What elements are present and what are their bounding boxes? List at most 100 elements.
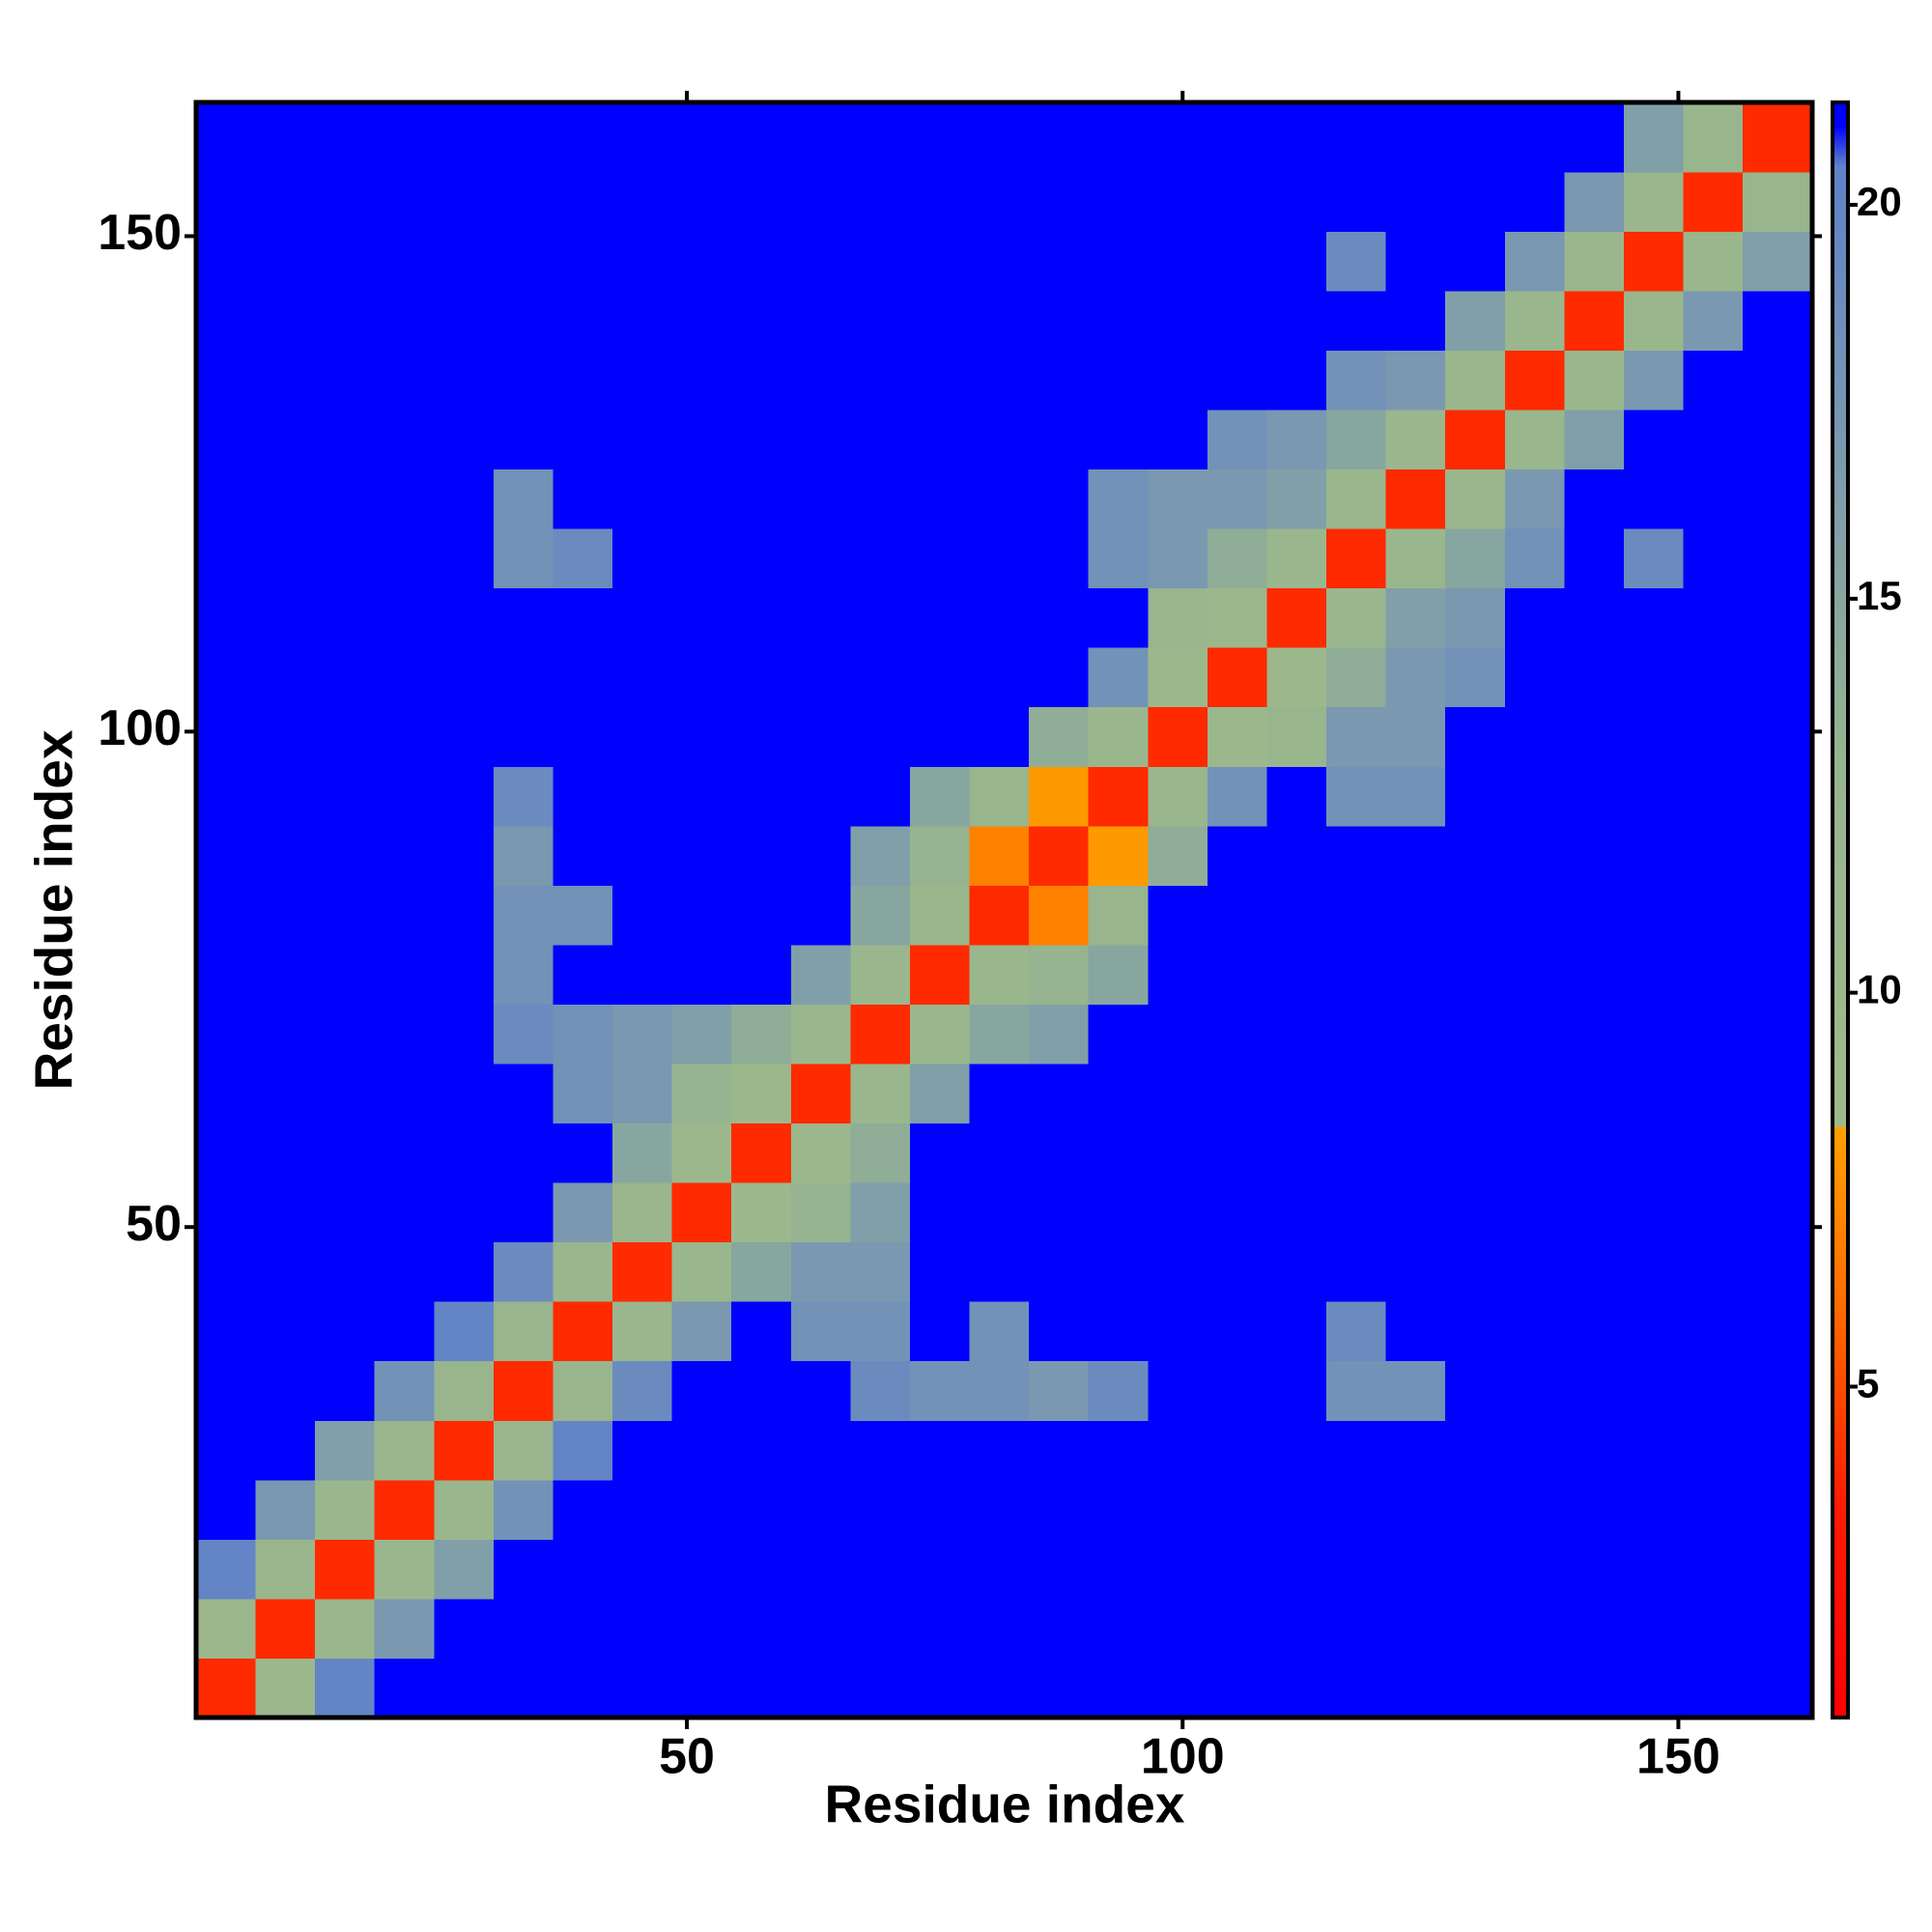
heatmap-cell — [196, 825, 257, 886]
heatmap-cell — [850, 587, 911, 648]
heatmap-cell — [255, 350, 316, 411]
heatmap-cell — [1564, 1658, 1625, 1719]
heatmap-cell — [671, 1004, 732, 1065]
heatmap-cell — [255, 587, 316, 648]
heatmap-cell — [1564, 409, 1625, 470]
heatmap-cell — [553, 587, 613, 648]
heatmap-cell — [493, 1182, 554, 1243]
heatmap-cell — [493, 1539, 554, 1600]
heatmap-cell — [553, 1539, 613, 1600]
heatmap-cell — [1088, 1301, 1149, 1362]
heatmap-cell — [1445, 1004, 1506, 1065]
heatmap-cell — [1326, 409, 1387, 470]
heatmap-cell — [1029, 587, 1090, 648]
heatmap-cell — [671, 885, 732, 946]
heatmap-cell — [1743, 825, 1813, 886]
heatmap-cell — [612, 944, 673, 1005]
heatmap-cell — [1564, 706, 1625, 767]
heatmap-cell — [1029, 825, 1090, 886]
heatmap-cell — [374, 409, 435, 470]
heatmap-cell — [909, 1182, 971, 1243]
heatmap-cell — [374, 706, 435, 767]
heatmap-cell — [1623, 885, 1685, 946]
heatmap-cell — [671, 825, 732, 886]
heatmap-cell — [1743, 469, 1813, 529]
heatmap-cell — [1564, 825, 1625, 886]
heatmap-cell — [1207, 1539, 1267, 1600]
heatmap-cell — [553, 1301, 613, 1362]
heatmap-cell — [1326, 231, 1387, 292]
heatmap-cell — [671, 1479, 732, 1540]
heatmap-cell — [255, 1360, 316, 1421]
heatmap-cell — [1623, 1479, 1685, 1540]
heatmap-cell — [790, 1063, 851, 1124]
heatmap-cell — [196, 1658, 257, 1719]
heatmap-cell — [1266, 1063, 1327, 1124]
heatmap-cell — [1743, 290, 1813, 351]
heatmap-cell — [196, 1004, 257, 1065]
heatmap-cell — [255, 1420, 316, 1481]
heatmap-cell — [731, 825, 792, 886]
heatmap-cell — [850, 766, 911, 827]
heatmap-cell — [196, 706, 257, 767]
heatmap-cell — [1504, 1479, 1565, 1540]
heatmap-cell — [1504, 231, 1565, 292]
heatmap-cell — [1743, 102, 1813, 173]
heatmap-cell — [1683, 944, 1744, 1005]
heatmap-cell — [493, 766, 554, 827]
heatmap-cell — [969, 766, 1030, 827]
heatmap-cell — [1564, 1063, 1625, 1124]
heatmap-cell — [434, 469, 495, 529]
heatmap-cell — [671, 528, 732, 589]
heatmap-cell — [731, 1658, 792, 1719]
heatmap-cell — [612, 231, 673, 292]
heatmap-cell — [196, 647, 257, 708]
heatmap-cell — [1504, 647, 1565, 708]
heatmap-cell — [612, 469, 673, 529]
heatmap-cell — [1445, 528, 1506, 589]
heatmap-cell — [790, 1004, 851, 1065]
heatmap-cell — [493, 1301, 554, 1362]
y-tick-label: 150 — [98, 205, 182, 261]
heatmap-cell — [850, 706, 911, 767]
heatmap-cell — [434, 1301, 495, 1362]
heatmap-cell — [196, 1301, 257, 1362]
heatmap-cell — [1623, 1182, 1685, 1243]
heatmap-cell — [790, 1301, 851, 1362]
heatmap-cell — [493, 469, 554, 529]
heatmap-cell — [1683, 1420, 1744, 1481]
heatmap-cell — [1148, 1658, 1208, 1719]
heatmap-cell — [969, 1004, 1030, 1065]
heatmap-cell — [493, 885, 554, 946]
heatmap-cell — [1207, 1479, 1267, 1540]
heatmap-cell — [553, 1658, 613, 1719]
heatmap-cell — [969, 350, 1030, 411]
heatmap-cell — [731, 1004, 792, 1065]
heatmap-cell — [315, 409, 376, 470]
heatmap-cell — [790, 171, 851, 232]
heatmap-cell — [315, 1658, 376, 1719]
heatmap-cell — [315, 231, 376, 292]
heatmap-cell — [493, 1122, 554, 1183]
heatmap-cell — [1029, 1122, 1090, 1183]
heatmap-cell — [1445, 469, 1506, 529]
heatmap-cell — [196, 1420, 257, 1481]
heatmap-cell — [1029, 1063, 1090, 1124]
heatmap-cell — [315, 1004, 376, 1065]
heatmap-cell — [1088, 944, 1149, 1005]
heatmap-cell — [612, 825, 673, 886]
heatmap-cell — [790, 231, 851, 292]
heatmap-cell — [1088, 290, 1149, 351]
heatmap-cell — [434, 171, 495, 232]
heatmap-cell — [196, 350, 257, 411]
heatmap-cell — [1445, 1539, 1506, 1600]
heatmap-cell — [434, 1182, 495, 1243]
heatmap-cell — [1743, 1122, 1813, 1183]
heatmap-cell — [969, 409, 1030, 470]
heatmap-cell — [553, 825, 613, 886]
heatmap-cell — [1683, 1004, 1744, 1065]
heatmap-cell — [671, 944, 732, 1005]
heatmap-cell — [1564, 885, 1625, 946]
heatmap-cell — [493, 1004, 554, 1065]
heatmap-cell — [671, 171, 732, 232]
